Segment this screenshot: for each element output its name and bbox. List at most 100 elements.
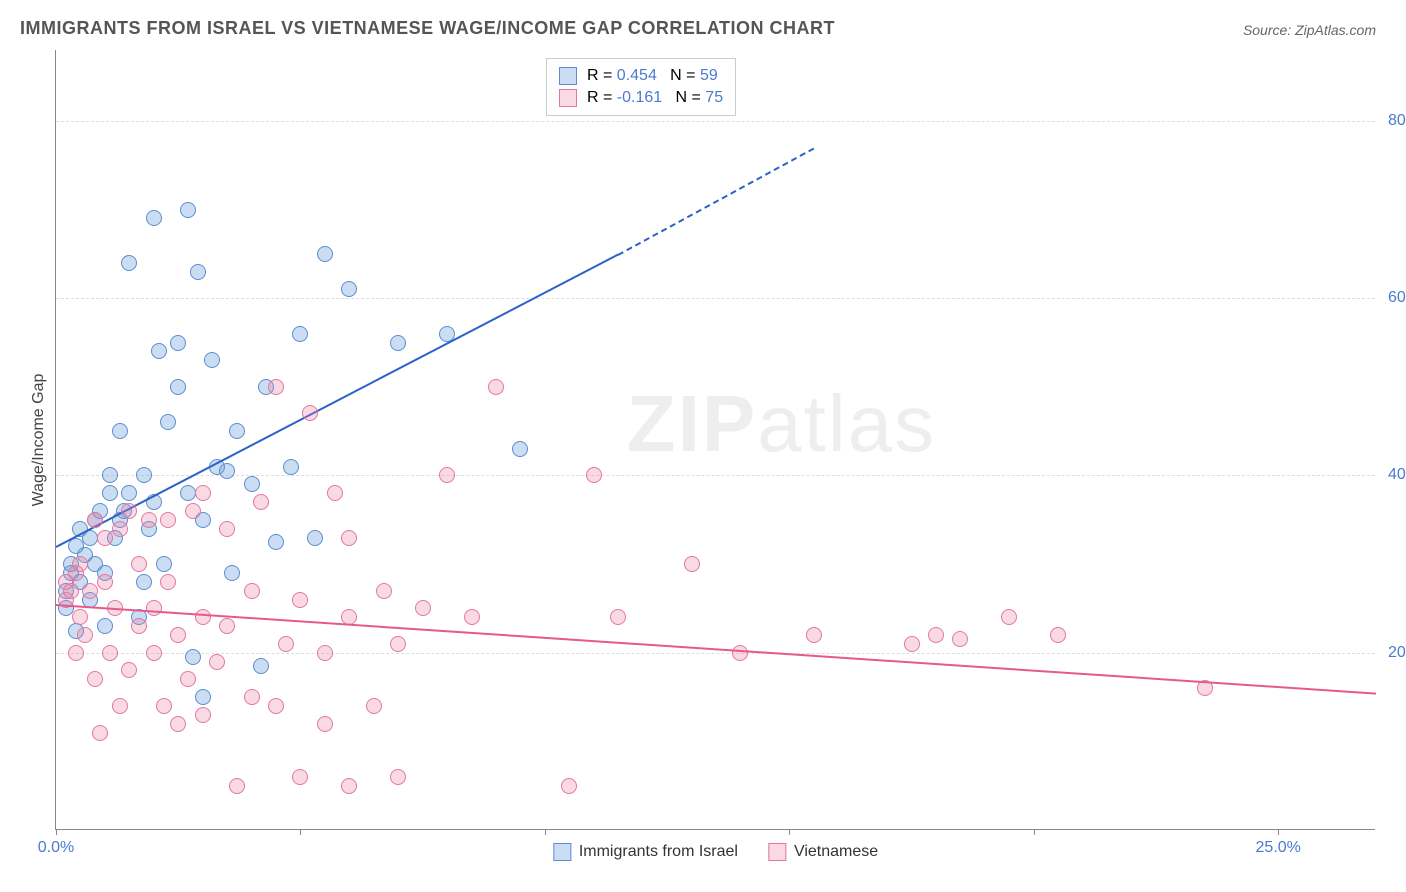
x-tick — [1034, 829, 1035, 835]
data-point — [185, 503, 201, 519]
data-point — [151, 343, 167, 359]
data-point — [244, 689, 260, 705]
data-point — [327, 485, 343, 501]
data-point — [561, 778, 577, 794]
data-point — [97, 530, 113, 546]
data-point — [87, 671, 103, 687]
data-point — [904, 636, 920, 652]
data-point — [121, 503, 137, 519]
data-point — [268, 698, 284, 714]
data-point — [268, 534, 284, 550]
scatter-plot: ZIPatlas 20.0%40.0%60.0%80.0%0.0%25.0%R … — [55, 50, 1375, 830]
data-point — [68, 645, 84, 661]
data-point — [160, 574, 176, 590]
data-point — [307, 530, 323, 546]
data-point — [180, 202, 196, 218]
data-point — [97, 618, 113, 634]
legend-swatch — [768, 843, 786, 861]
data-point — [317, 716, 333, 732]
data-point — [376, 583, 392, 599]
data-point — [146, 645, 162, 661]
legend-swatch — [559, 67, 577, 85]
data-point — [488, 379, 504, 395]
data-point — [146, 600, 162, 616]
data-point — [806, 627, 822, 643]
data-point — [92, 725, 108, 741]
data-point — [292, 769, 308, 785]
data-point — [156, 556, 172, 572]
data-point — [390, 335, 406, 351]
legend-item: Vietnamese — [768, 843, 878, 861]
data-point — [77, 627, 93, 643]
data-point — [1050, 627, 1066, 643]
data-point — [341, 778, 357, 794]
data-point — [136, 467, 152, 483]
legend-swatch — [559, 89, 577, 107]
x-tick — [300, 829, 301, 835]
data-point — [170, 379, 186, 395]
data-point — [224, 565, 240, 581]
data-point — [72, 556, 88, 572]
data-point — [87, 512, 103, 528]
x-tick — [56, 829, 57, 835]
legend-label: Immigrants from Israel — [579, 843, 738, 861]
x-tick-label: 25.0% — [1256, 839, 1301, 857]
data-point — [185, 649, 201, 665]
data-point — [439, 467, 455, 483]
data-point — [219, 463, 235, 479]
data-point — [302, 405, 318, 421]
y-tick-label: 80.0% — [1380, 112, 1406, 130]
data-point — [928, 627, 944, 643]
data-point — [136, 574, 152, 590]
x-tick-label: 0.0% — [38, 839, 74, 857]
x-tick — [545, 829, 546, 835]
data-point — [121, 485, 137, 501]
data-point — [244, 583, 260, 599]
data-point — [317, 246, 333, 262]
data-point — [112, 423, 128, 439]
data-point — [366, 698, 382, 714]
data-point — [102, 485, 118, 501]
data-point — [219, 521, 235, 537]
legend-stats-row: R = -0.161 N = 75 — [559, 87, 723, 109]
data-point — [610, 609, 626, 625]
legend-stats-row: R = 0.454 N = 59 — [559, 65, 723, 87]
gridline — [56, 298, 1375, 299]
data-point — [121, 255, 137, 271]
data-point — [283, 459, 299, 475]
data-point — [97, 574, 113, 590]
data-point — [390, 636, 406, 652]
data-point — [292, 326, 308, 342]
data-point — [195, 707, 211, 723]
data-point — [180, 671, 196, 687]
data-point — [141, 512, 157, 528]
data-point — [112, 521, 128, 537]
x-tick — [789, 829, 790, 835]
data-point — [131, 618, 147, 634]
y-axis-label: Wage/Income Gap — [30, 374, 48, 507]
legend-stats-text: R = -0.161 N = 75 — [587, 89, 723, 107]
gridline — [56, 653, 1375, 654]
data-point — [464, 609, 480, 625]
data-point — [204, 352, 220, 368]
data-point — [390, 769, 406, 785]
legend-item: Immigrants from Israel — [553, 843, 738, 861]
data-point — [341, 530, 357, 546]
data-point — [415, 600, 431, 616]
data-point — [146, 210, 162, 226]
data-point — [317, 645, 333, 661]
gridline — [56, 121, 1375, 122]
data-point — [121, 662, 137, 678]
data-point — [268, 379, 284, 395]
data-point — [63, 583, 79, 599]
x-tick — [1278, 829, 1279, 835]
data-point — [952, 631, 968, 647]
data-point — [170, 335, 186, 351]
data-point — [156, 698, 172, 714]
legend-stats: R = 0.454 N = 59 R = -0.161 N = 75 — [546, 58, 736, 116]
data-point — [732, 645, 748, 661]
data-point — [195, 689, 211, 705]
data-point — [512, 441, 528, 457]
data-point — [170, 627, 186, 643]
y-tick-label: 20.0% — [1380, 644, 1406, 662]
